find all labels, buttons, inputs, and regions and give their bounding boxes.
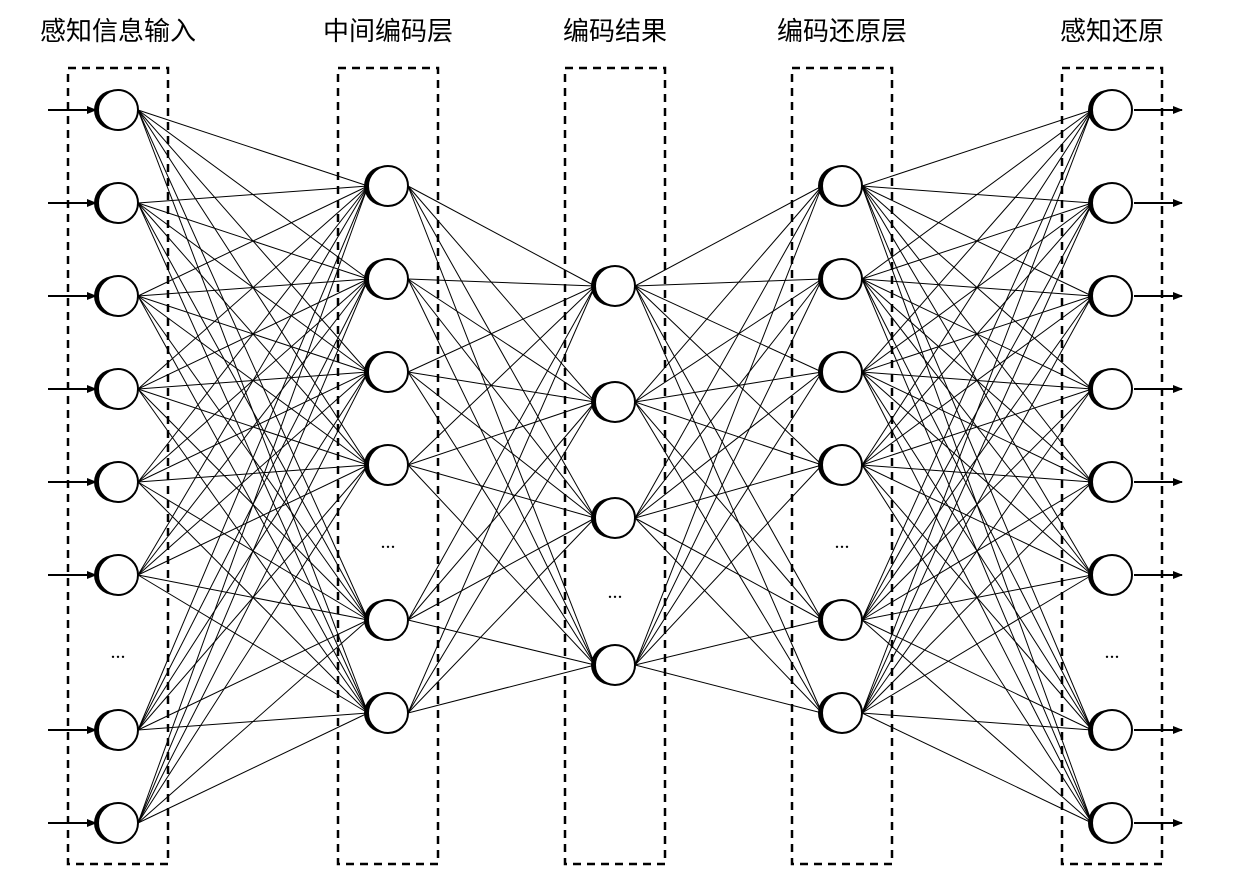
node-input-0 — [98, 90, 138, 130]
node-dec_hidden-1 — [822, 259, 862, 299]
nodes-dec_hidden — [818, 166, 862, 733]
layer-label-input: 感知信息输入 — [40, 17, 196, 46]
ellipsis-dec_hidden: ... — [835, 531, 850, 553]
node-dec_hidden-0 — [822, 166, 862, 206]
ellipsis-code: ... — [608, 581, 623, 603]
node-input-2 — [98, 276, 138, 316]
node-output-1 — [1092, 183, 1132, 223]
node-input-7 — [98, 803, 138, 843]
node-enc_hidden-5 — [368, 693, 408, 733]
node-code-1 — [595, 382, 635, 422]
node-output-0 — [1092, 90, 1132, 130]
layer-label-code: 编码结果 — [563, 17, 667, 46]
node-output-2 — [1092, 276, 1132, 316]
node-dec_hidden-3 — [822, 445, 862, 485]
nodes-enc_hidden — [364, 166, 408, 733]
node-enc_hidden-4 — [368, 600, 408, 640]
node-input-3 — [98, 369, 138, 409]
layer-box-code — [565, 68, 665, 864]
node-code-0 — [595, 266, 635, 306]
node-output-3 — [1092, 369, 1132, 409]
ellipsis-output: ... — [1105, 641, 1120, 663]
node-input-5 — [98, 555, 138, 595]
node-input-1 — [98, 183, 138, 223]
ellipsis-enc_hidden: ... — [381, 531, 396, 553]
node-dec_hidden-5 — [822, 693, 862, 733]
node-output-4 — [1092, 462, 1132, 502]
layer-label-dec_hidden: 编码还原层 — [777, 17, 907, 46]
node-code-2 — [595, 498, 635, 538]
nodes-output — [1088, 90, 1132, 843]
node-dec_hidden-4 — [822, 600, 862, 640]
node-code-3 — [595, 645, 635, 685]
node-input-4 — [98, 462, 138, 502]
ellipsis-input: ... — [111, 641, 126, 663]
node-output-6 — [1092, 710, 1132, 750]
nodes-input — [94, 90, 138, 843]
autoencoder-diagram: 感知信息输入... 中间编码层... 编码结果... 编码还原层... 感知还原... — [0, 0, 1240, 879]
layer-label-enc_hidden: 中间编码层 — [323, 17, 453, 46]
node-enc_hidden-2 — [368, 352, 408, 392]
node-enc_hidden-3 — [368, 445, 408, 485]
node-enc_hidden-1 — [368, 259, 408, 299]
edges-group — [138, 110, 1092, 823]
node-input-6 — [98, 710, 138, 750]
nodes-code — [591, 266, 635, 685]
node-enc_hidden-0 — [368, 166, 408, 206]
node-output-7 — [1092, 803, 1132, 843]
node-output-5 — [1092, 555, 1132, 595]
node-dec_hidden-2 — [822, 352, 862, 392]
layer-label-output: 感知还原 — [1060, 17, 1164, 46]
